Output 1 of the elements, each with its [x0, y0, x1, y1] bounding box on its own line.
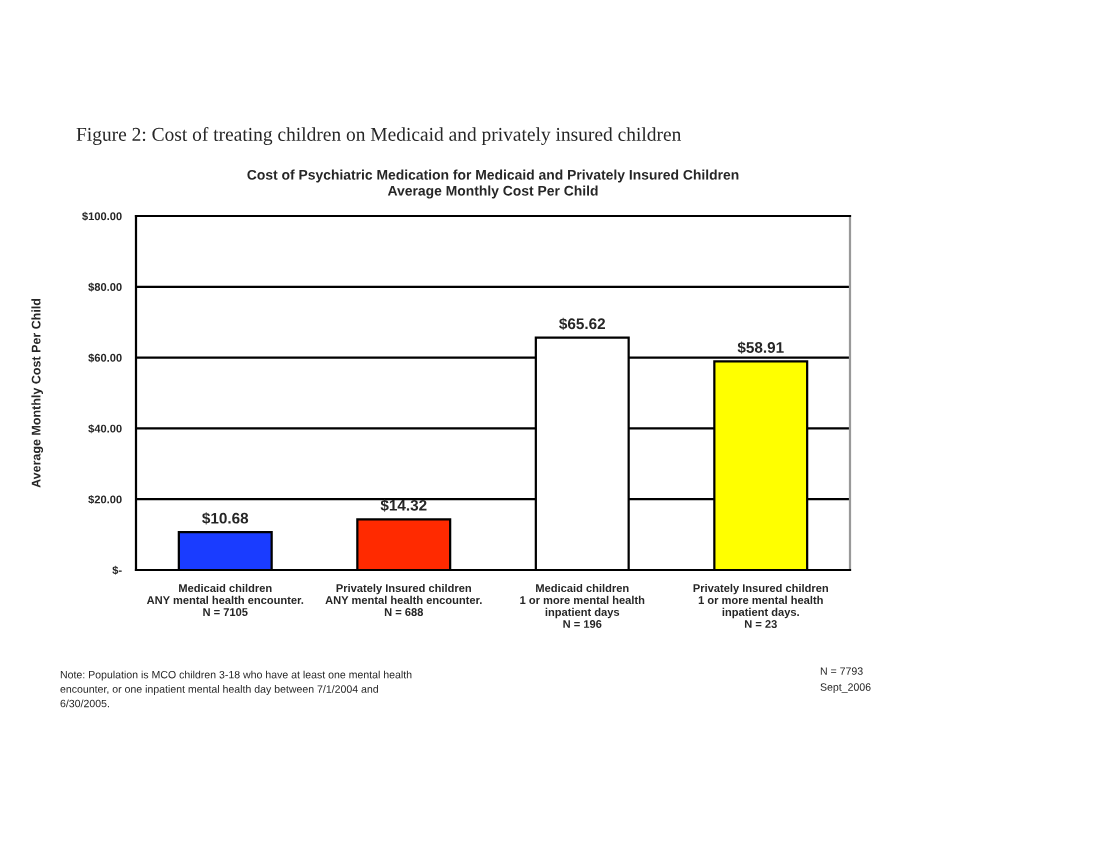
chart-title: Figure 2: Cost of treating children on Medicaid and privately insured children [76, 127, 682, 145]
